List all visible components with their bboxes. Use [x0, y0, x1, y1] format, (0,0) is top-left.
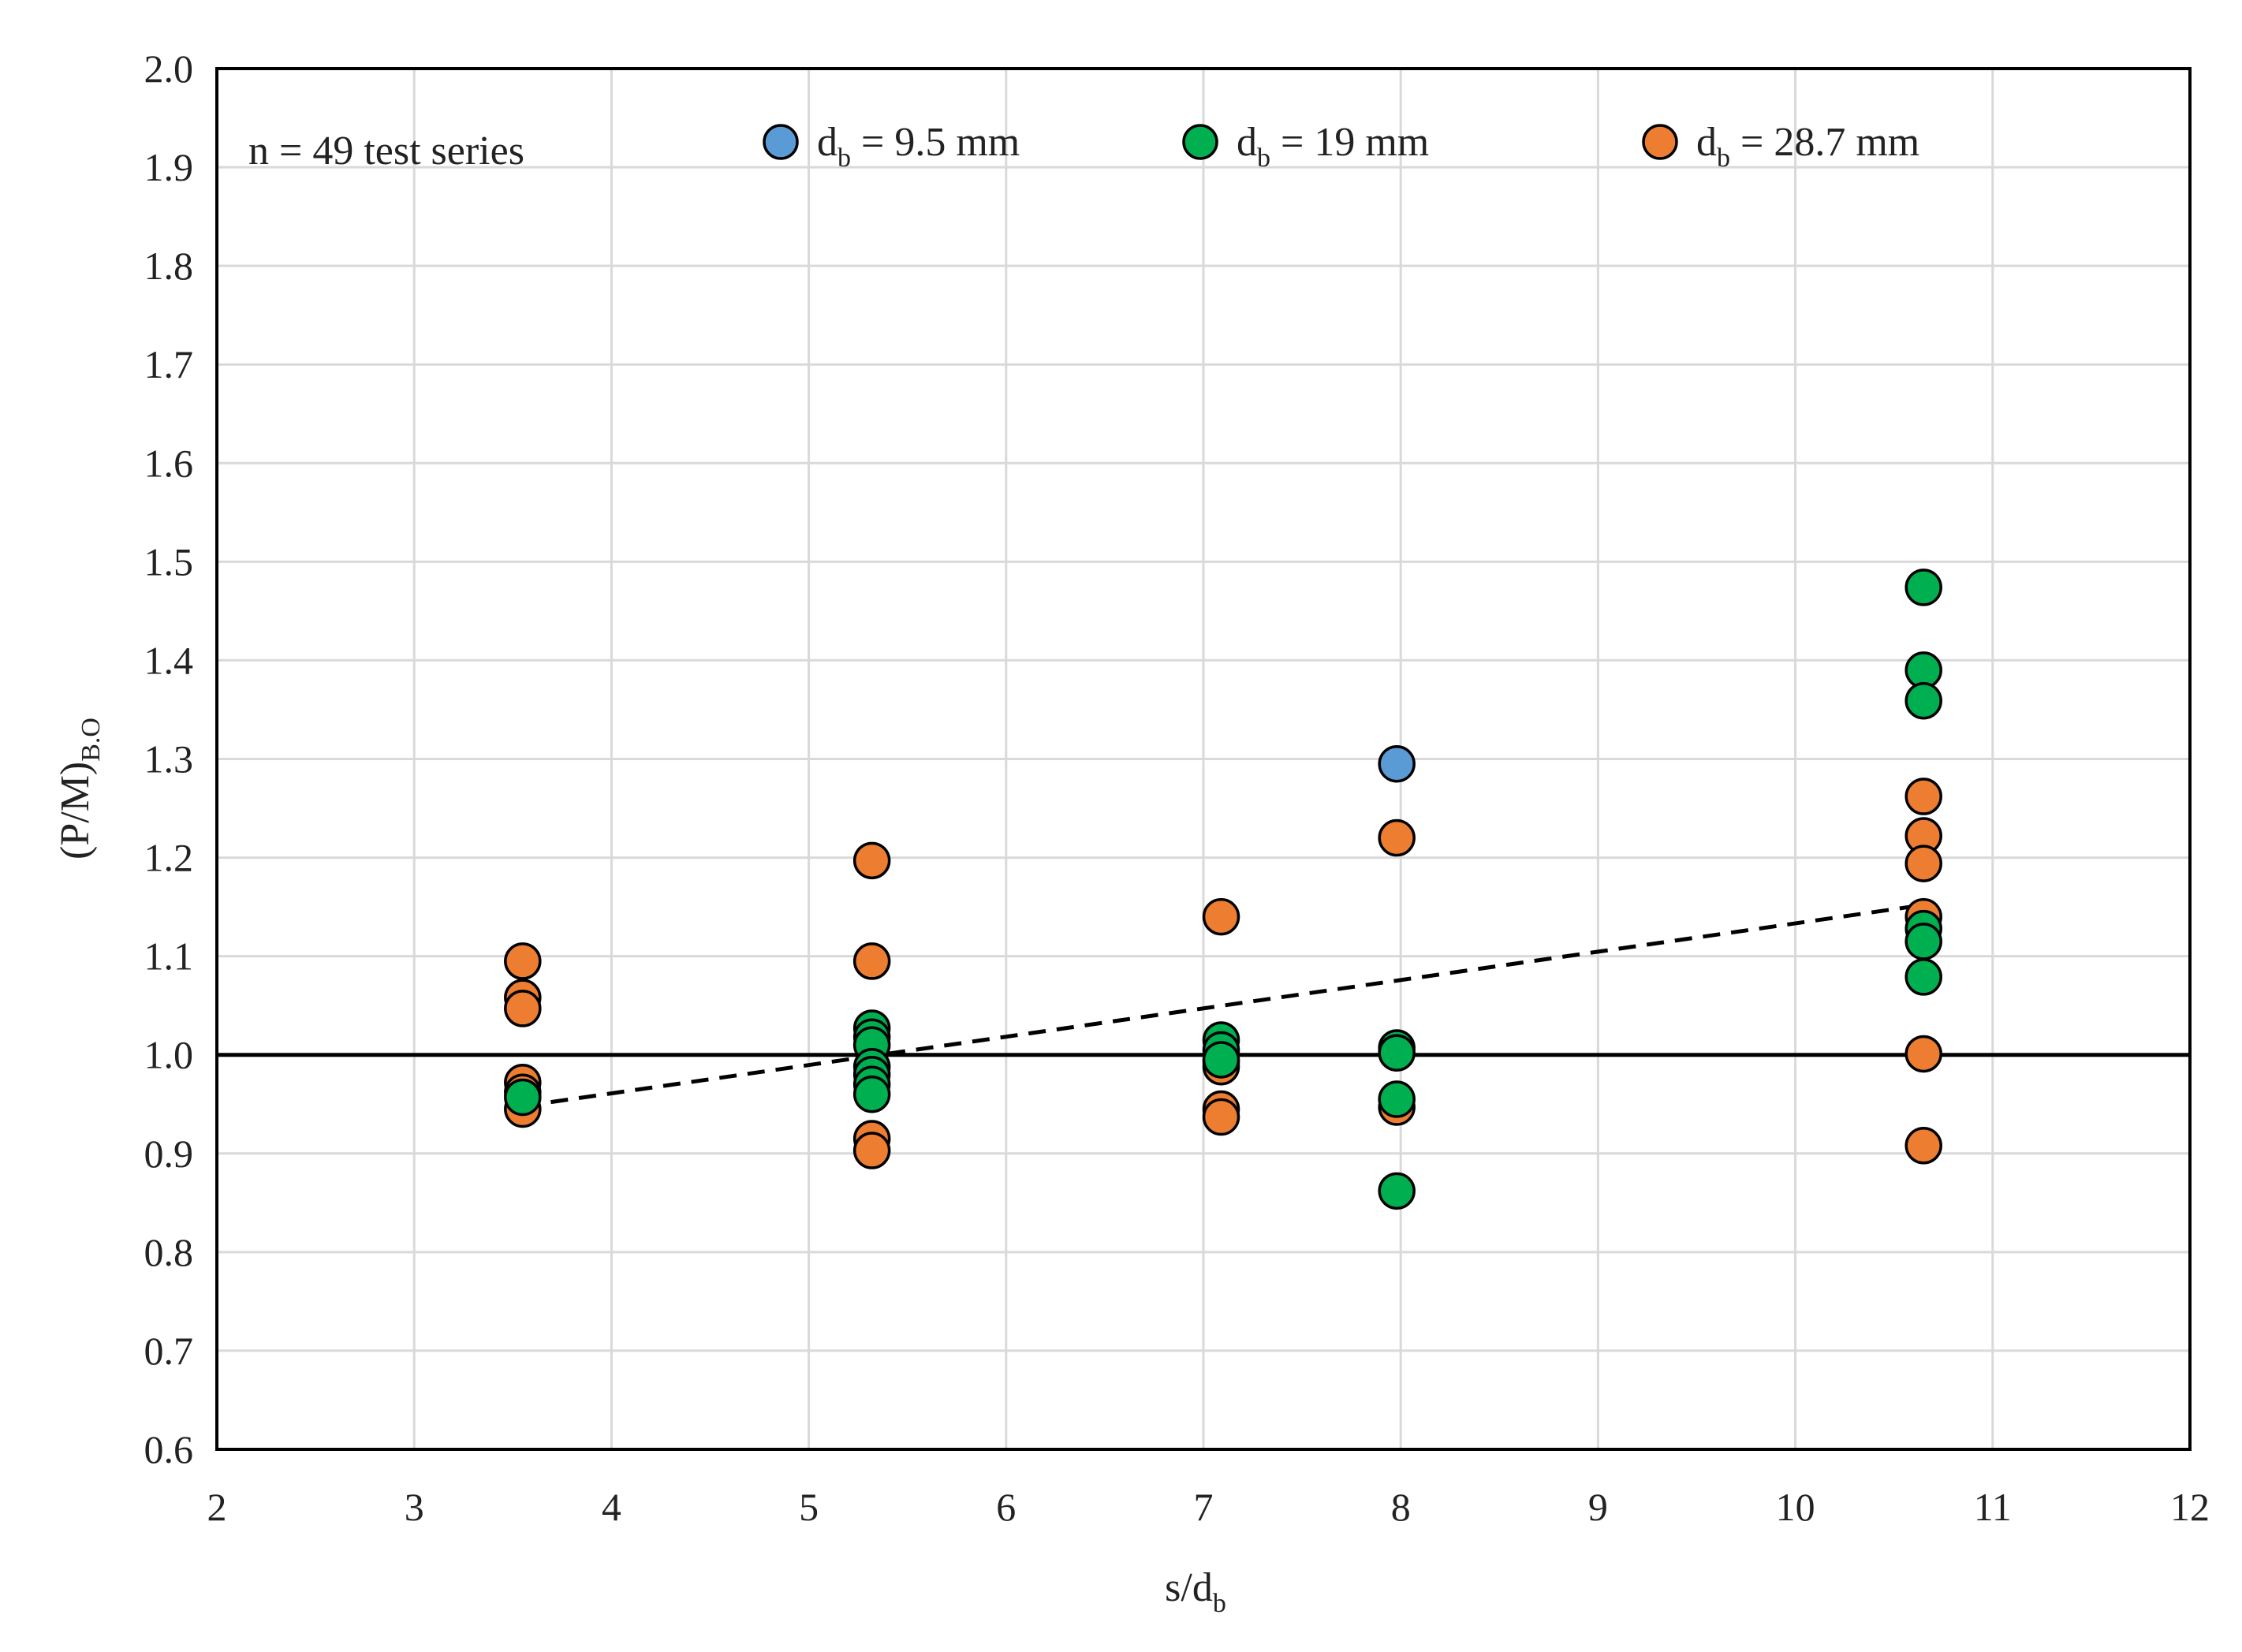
data-point [852, 841, 891, 880]
legend-label: db = 19 mm [1237, 120, 1429, 173]
legend-marker [1182, 124, 1218, 160]
data-point [504, 942, 542, 980]
trend-line [522, 903, 1924, 1109]
data-point [852, 942, 891, 980]
data-point [1904, 569, 1942, 606]
x-tick-label: 3 [405, 1485, 424, 1529]
data-point [852, 1075, 891, 1113]
y-axis-title-main: (P/M) [53, 762, 98, 860]
data-point [1904, 1127, 1942, 1165]
data-point [1904, 1035, 1942, 1073]
legend-label-subscript: b [1717, 144, 1730, 173]
legend-label-main: d [1696, 120, 1717, 165]
x-axis-ticks: 2 3 4 5 6 7 8 9 10 11 12 [207, 1485, 2210, 1529]
y-tick-label: 1.9 [144, 145, 194, 189]
data-point [1378, 1080, 1416, 1118]
data-point [1904, 958, 1942, 996]
y-axis-title-subscript: B.O [76, 718, 106, 762]
legend-label-main: d [1237, 120, 1257, 165]
legend-label-rest: = 28.7 mm [1730, 120, 1919, 165]
series-1 [504, 778, 1942, 1169]
data-point [1904, 681, 1942, 720]
x-tick-label: 11 [1974, 1485, 2012, 1529]
legend-item: db = 28.7 mm [1642, 120, 1919, 173]
x-axis-title: s/db [1165, 1565, 1226, 1618]
data-point [1378, 1034, 1416, 1072]
y-tick-label: 1.8 [144, 244, 194, 288]
data-point [1202, 1041, 1240, 1079]
y-tick-label: 1.2 [144, 836, 194, 880]
y-tick-label: 1.6 [144, 441, 194, 485]
data-point [1202, 1098, 1240, 1136]
legend: db = 9.5 mm db = 19 mm db = 28.7 mm [763, 120, 1919, 173]
data-point [1202, 897, 1240, 936]
y-tick-label: 0.7 [144, 1329, 194, 1373]
x-tick-label: 7 [1194, 1485, 1214, 1529]
y-tick-label: 0.8 [144, 1230, 194, 1274]
data-point [852, 1132, 891, 1169]
data-point [1904, 845, 1942, 882]
plot-area-frame [215, 67, 2192, 1451]
y-tick-label: 1.0 [144, 1033, 194, 1077]
series-0 [1378, 745, 1416, 783]
x-axis-title-main: s/d [1165, 1565, 1213, 1610]
data-point [1904, 923, 1942, 960]
y-axis-title: (P/M)B.O [53, 718, 106, 860]
grid-layer [217, 69, 2190, 1449]
data-point [1904, 778, 1942, 815]
legend-label-subscript: b [1257, 144, 1270, 173]
y-axis-ticks: 0.6 0.7 0.8 0.9 1.0 1.1 1.2 1.3 1.4 1.5 1.6 1.7 1.8 1… [144, 47, 194, 1471]
x-tick-label: 5 [799, 1485, 819, 1529]
legend-label-rest: = 9.5 mm [851, 120, 1020, 165]
y-tick-label: 2.0 [144, 47, 194, 91]
y-tick-label: 1.7 [144, 342, 194, 386]
legend-label-rest: = 19 mm [1270, 120, 1429, 165]
x-tick-label: 8 [1391, 1485, 1411, 1529]
series-2 [504, 569, 1942, 1210]
data-point [1378, 1172, 1416, 1210]
y-tick-label: 0.9 [144, 1132, 194, 1176]
y-tick-label: 1.5 [144, 539, 194, 584]
sample-size-annotation: n = 49 test series [248, 129, 524, 173]
data-points [504, 569, 1942, 1210]
x-tick-label: 4 [602, 1485, 621, 1529]
x-tick-label: 9 [1588, 1485, 1608, 1529]
x-tick-label: 12 [2170, 1485, 2210, 1529]
data-point [504, 990, 542, 1027]
legend-marker [763, 124, 799, 160]
x-tick-label: 2 [207, 1485, 227, 1529]
y-tick-label: 0.6 [144, 1427, 194, 1471]
x-axis-title-subscript: b [1213, 1589, 1226, 1618]
data-point [1378, 819, 1416, 857]
legend-label-main: d [817, 120, 837, 165]
legend-marker [1642, 124, 1678, 160]
legend-label: db = 28.7 mm [1696, 120, 1919, 173]
data-point [1378, 745, 1416, 783]
legend-label-subscript: b [837, 144, 851, 173]
legend-label: db = 9.5 mm [817, 120, 1020, 173]
legend-item: db = 19 mm [1182, 120, 1429, 173]
y-tick-label: 1.4 [144, 638, 194, 682]
x-tick-label: 10 [1776, 1485, 1815, 1529]
legend-item: db = 9.5 mm [763, 120, 1020, 173]
y-tick-label: 1.3 [144, 737, 194, 781]
y-tick-label: 1.1 [144, 934, 194, 979]
data-point [504, 1078, 542, 1117]
x-tick-label: 6 [996, 1485, 1016, 1529]
